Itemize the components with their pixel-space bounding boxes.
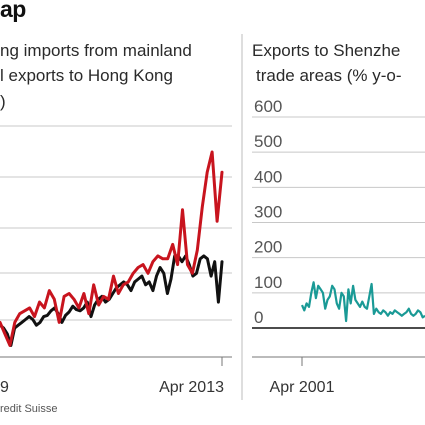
left-x-tick-label-start: 9 (0, 379, 9, 396)
right-y-tick-label-500: 500 (254, 132, 282, 151)
right-chart-subtitle-line1: Exports to Shenzhe (252, 41, 401, 60)
right-y-tick-label-300: 300 (254, 203, 282, 222)
right-x-tick-label: Apr 2001 (270, 379, 335, 396)
left-chart: 9 Apr 2013 (0, 125, 232, 396)
right-y-tick-label-100: 100 (254, 273, 282, 292)
left-chart-subtitle-line3: ) (0, 92, 6, 111)
right-chart-subtitle-line2: trade areas (% y-o- (256, 66, 402, 85)
right-y-tick-label-600: 600 (254, 97, 282, 116)
source-note: redit Suisse (0, 403, 58, 415)
black-series-line (0, 254, 224, 347)
left-x-tick-label-end: Apr 2013 (159, 379, 224, 396)
right-y-tick-label-400: 400 (254, 167, 282, 186)
right-y-tick-label-0: 0 (254, 308, 263, 327)
right-chart: 0 100 200 300 400 500 600 Apr 2001 (252, 97, 425, 396)
right-y-tick-label-200: 200 (254, 238, 282, 257)
left-chart-subtitle-line2: l exports to Hong Kong (0, 66, 173, 85)
red-series-line (0, 150, 224, 347)
chart-title: ap (0, 0, 26, 22)
left-chart-subtitle-line1: ng imports from mainland (0, 41, 192, 60)
teal-series-line (300, 281, 425, 323)
